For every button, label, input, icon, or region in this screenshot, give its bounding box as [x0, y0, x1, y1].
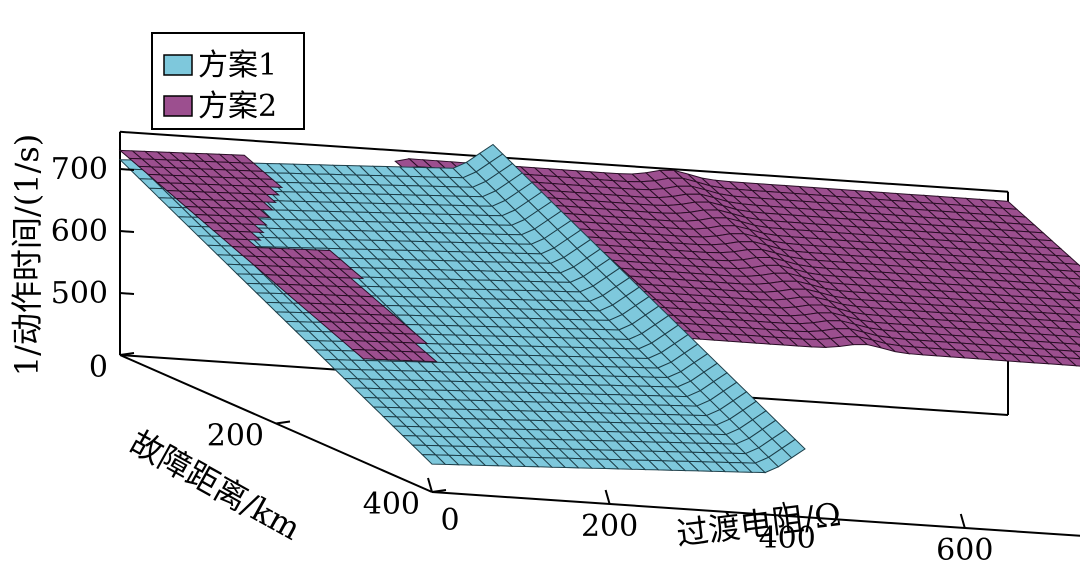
series-1-surface — [118, 143, 806, 474]
x-tick-mark — [427, 477, 433, 493]
z-tick-mark — [119, 168, 135, 171]
z-axis-label: 1/动作时间/(1/s) — [8, 134, 46, 376]
x-tick-label: 600 — [936, 533, 993, 568]
x-tick-label: 200 — [581, 509, 638, 544]
x-tick-label: 400 — [759, 521, 816, 556]
y-tick-label: 400 — [363, 487, 420, 522]
y-tick-label: 0 — [89, 350, 108, 385]
legend-label-2: 方案2 — [198, 89, 277, 124]
series-2-surface-left-low-cell — [350, 348, 378, 360]
z-tick-label: 500 — [51, 276, 108, 311]
x-tick-mark — [604, 489, 611, 505]
z-tick-label: 700 — [51, 152, 108, 187]
series-1-surface-cell — [421, 454, 447, 465]
surface-plot — [118, 143, 1080, 474]
z-tick-label: 600 — [51, 214, 108, 249]
legend-swatch-1 — [163, 54, 193, 76]
x-axis-line — [431, 491, 1080, 537]
y-tick-mark — [431, 489, 447, 493]
z-tick-mark — [119, 292, 135, 295]
x-tick-mark — [782, 501, 789, 517]
x-tick-mark — [959, 513, 966, 529]
y-tick-label: 200 — [207, 419, 264, 454]
series-2-surface-left-low — [230, 246, 439, 363]
legend-swatch-2 — [163, 95, 193, 117]
legend-label-1: 方案1 — [198, 48, 277, 83]
series-2-surface-left-top — [118, 149, 284, 256]
y-tick-mark — [275, 420, 291, 425]
x-tick-label: 0 — [440, 503, 459, 538]
box-top-back-edge — [119, 130, 1009, 193]
tick-labels: 020040060080010000200400500600700 — [51, 152, 994, 568]
legend: 方案1 方案2 — [151, 32, 305, 130]
y-tick-mark — [119, 352, 135, 356]
z-tick-mark — [119, 230, 135, 233]
